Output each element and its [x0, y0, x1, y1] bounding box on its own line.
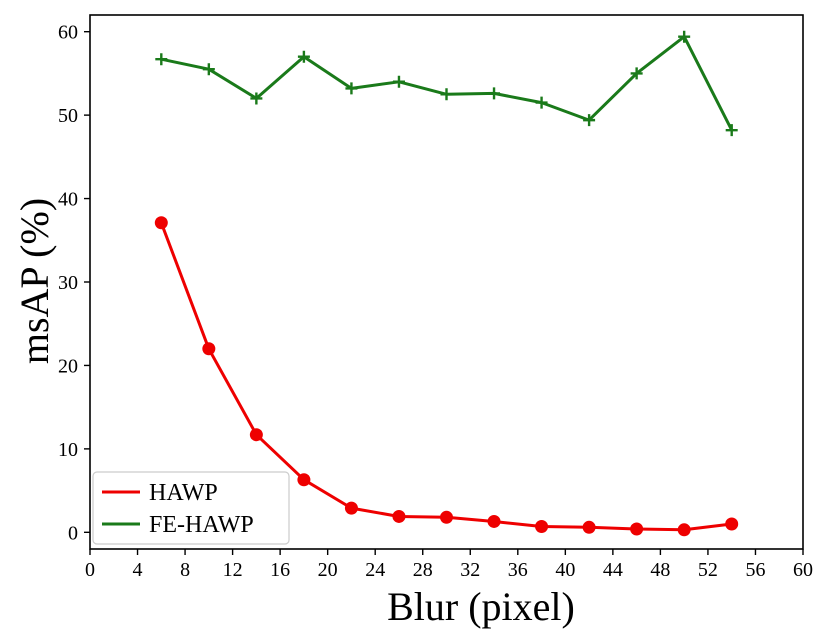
data-point-fe-hawp — [345, 82, 358, 95]
x-tick-label: 4 — [133, 559, 143, 581]
data-point-hawp — [535, 519, 549, 533]
x-tick-label: 0 — [85, 559, 95, 581]
data-point-fe-hawp — [535, 96, 548, 109]
data-point-hawp — [249, 428, 263, 442]
series-group — [154, 30, 739, 537]
data-point-hawp — [202, 342, 216, 356]
legend: HAWP FE-HAWP — [92, 471, 290, 545]
data-point-fe-hawp — [202, 63, 215, 76]
y-tick-label: 10 — [58, 439, 78, 461]
data-point-fe-hawp — [725, 124, 738, 137]
x-tick-label: 8 — [180, 559, 190, 581]
x-tick-label: 44 — [603, 559, 623, 581]
series-fe-hawp — [155, 30, 738, 137]
y-tick-label: 60 — [58, 22, 78, 44]
data-point-fe-hawp — [678, 30, 691, 43]
y-tick-label: 40 — [58, 189, 78, 211]
series-hawp — [154, 216, 739, 537]
data-point-fe-hawp — [392, 75, 405, 88]
data-point-fe-hawp — [155, 53, 168, 66]
x-tick-label: 56 — [745, 559, 765, 581]
data-point-fe-hawp — [583, 114, 596, 127]
data-point-hawp — [630, 522, 644, 536]
data-point-hawp — [392, 509, 406, 523]
series-line-fe-hawp — [159, 35, 734, 132]
y-tick-label: 30 — [58, 272, 78, 294]
legend-box — [92, 471, 290, 545]
y-tick-label: 50 — [58, 105, 78, 127]
x-tick-label: 12 — [223, 559, 243, 581]
data-point-hawp — [677, 523, 691, 537]
data-point-hawp — [725, 517, 739, 531]
legend-label: FE-HAWP — [149, 512, 254, 538]
y-tick-label: 20 — [58, 355, 78, 377]
x-axis: 0 4 8 12 16 20 24 28 32 36 40 44 48 52 56 60 — [85, 549, 813, 581]
x-tick-label: 20 — [318, 559, 338, 581]
data-point-fe-hawp — [250, 92, 263, 105]
x-tick-label: 32 — [460, 559, 480, 581]
data-point-fe-hawp — [488, 87, 501, 100]
data-point-hawp — [487, 514, 501, 528]
x-tick-label: 24 — [365, 559, 385, 581]
x-tick-label: 52 — [698, 559, 718, 581]
data-point-hawp — [297, 473, 311, 487]
data-point-fe-hawp — [440, 88, 453, 101]
x-tick-label: 16 — [270, 559, 290, 581]
legend-label: HAWP — [149, 480, 218, 506]
x-tick-label: 36 — [508, 559, 528, 581]
y-axis: 0 10 20 30 40 50 60 — [58, 22, 90, 544]
data-point-hawp — [582, 520, 596, 534]
data-point-hawp — [440, 510, 453, 524]
data-point-hawp — [344, 501, 358, 515]
y-axis-label: msAP (%) — [12, 198, 57, 364]
y-tick-label: 0 — [68, 522, 78, 544]
x-tick-label: 48 — [650, 559, 670, 581]
data-point-fe-hawp — [297, 50, 310, 63]
x-tick-label: 60 — [793, 559, 813, 581]
data-point-hawp — [154, 216, 168, 230]
x-tick-label: 28 — [413, 559, 433, 581]
x-tick-label: 40 — [555, 559, 575, 581]
data-point-fe-hawp — [630, 67, 643, 80]
x-axis-label: Blur (pixel) — [387, 584, 575, 629]
